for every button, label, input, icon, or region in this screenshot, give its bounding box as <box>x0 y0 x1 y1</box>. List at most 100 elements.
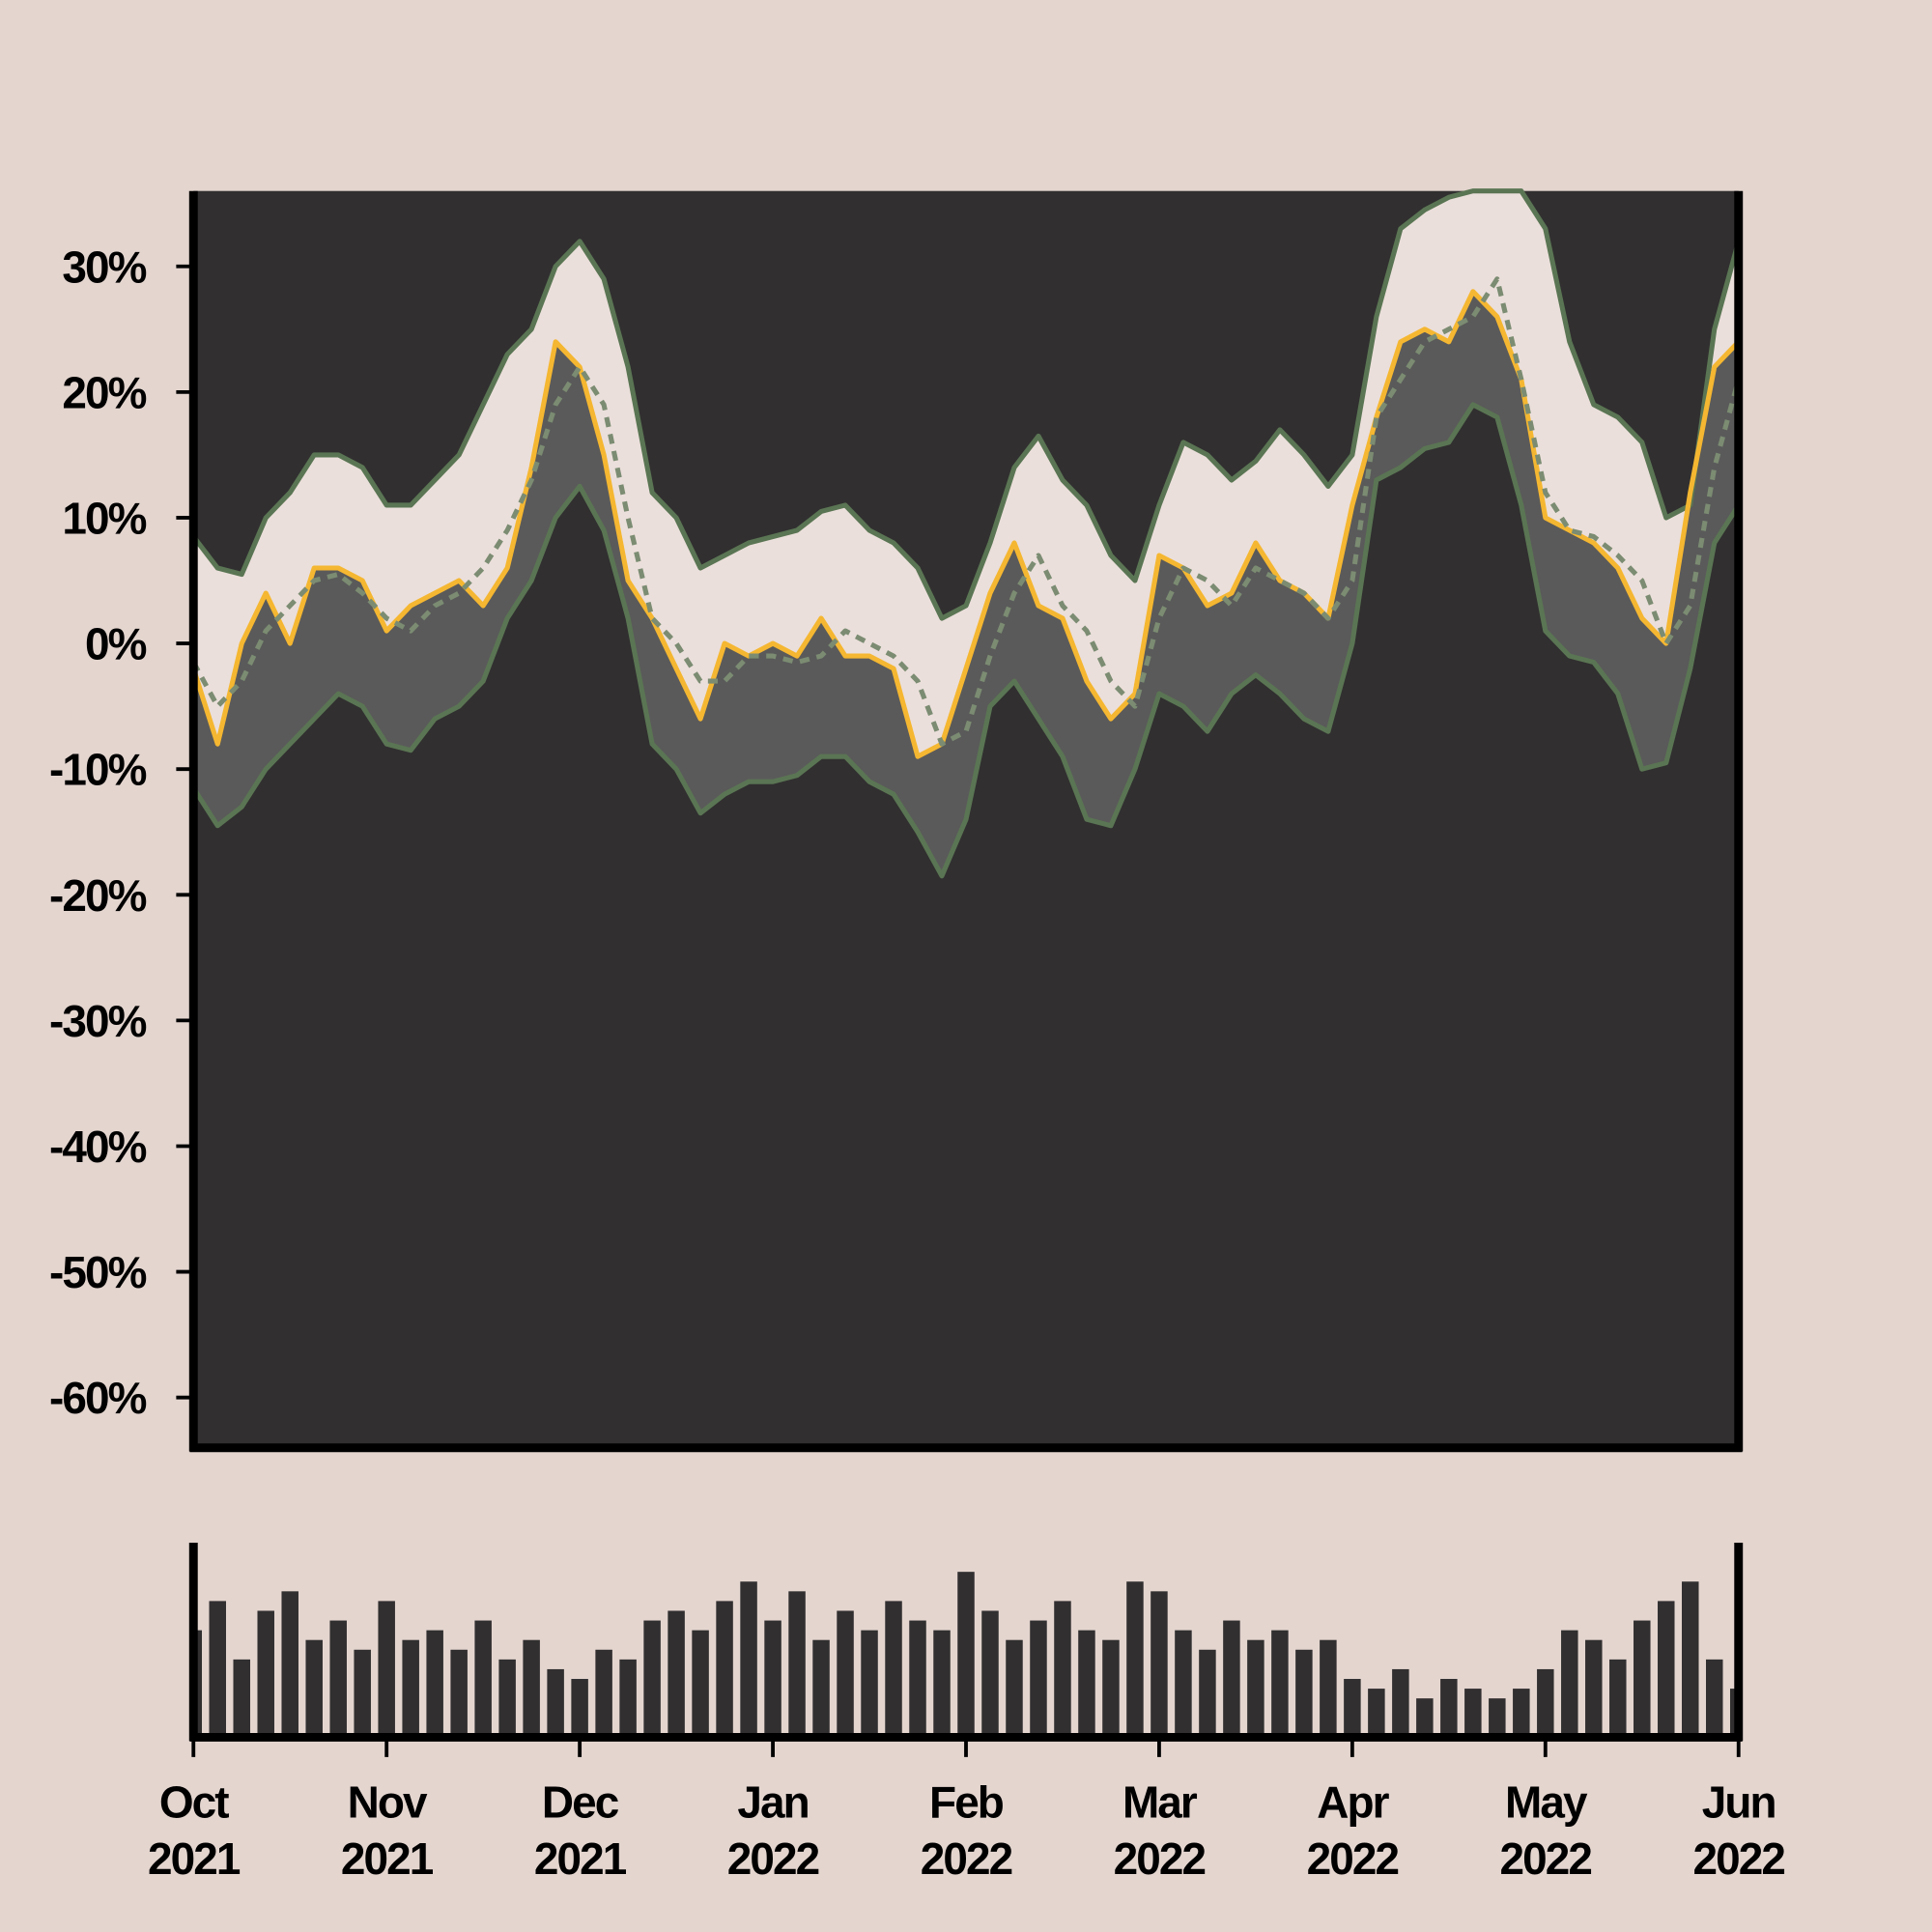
volume-bar <box>740 1581 757 1738</box>
y-tick-label: -60% <box>49 1373 147 1423</box>
volume-bar <box>812 1639 830 1738</box>
volume-bar <box>1102 1639 1120 1738</box>
volume-bar <box>1006 1639 1023 1738</box>
volume-bar <box>523 1639 540 1738</box>
x-tick-label-line: Feb <box>929 1776 1004 1827</box>
volume-bar <box>378 1601 395 1738</box>
x-tick-label: Jan 2022 <box>727 1776 819 1884</box>
x-tick-label-line: 2022 <box>1114 1833 1206 1884</box>
y-tick-label: -40% <box>49 1122 147 1172</box>
volume-bar <box>450 1649 468 1738</box>
x-tick-label-line: 2022 <box>921 1833 1012 1884</box>
volume-bar <box>329 1620 347 1738</box>
volume-bar <box>1078 1630 1095 1738</box>
x-tick-label-line: 2021 <box>534 1833 627 1884</box>
volume-bar <box>1295 1649 1313 1738</box>
volume-bar <box>933 1630 951 1738</box>
volume-bar <box>788 1591 806 1738</box>
volume-bar <box>305 1639 323 1738</box>
volume-bar <box>1561 1630 1578 1738</box>
volume-bar <box>1682 1581 1699 1738</box>
x-tick-label-line: May <box>1505 1776 1588 1827</box>
volume-bar <box>1344 1679 1361 1738</box>
volume-bar <box>1392 1668 1409 1738</box>
x-tick-label: Nov 2021 <box>341 1776 434 1884</box>
volume-bar <box>474 1620 492 1738</box>
x-tick-label: May 2022 <box>1500 1776 1592 1884</box>
x-tick-label-line: 2022 <box>1307 1833 1399 1884</box>
volume-bar <box>1464 1689 1482 1738</box>
volume-bar <box>281 1591 298 1738</box>
volume-bar <box>692 1630 709 1738</box>
volume-bar <box>1126 1581 1144 1738</box>
volume-bar <box>571 1679 588 1738</box>
area <box>193 404 1739 1448</box>
y-tick-label: 30% <box>62 242 146 292</box>
x-tick-label-line: Jan <box>737 1776 808 1827</box>
x-tick-label: Jun 2022 <box>1693 1776 1785 1884</box>
x-tick-label-line: Jun <box>1702 1776 1776 1827</box>
volume-bar <box>764 1620 781 1738</box>
volume-bar <box>1320 1639 1337 1738</box>
series-line <box>191 188 1742 621</box>
volume-bar <box>885 1601 902 1738</box>
x-tick-label-line: Apr <box>1317 1776 1389 1827</box>
x-tick-label-line: Dec <box>542 1776 619 1827</box>
x-tick-label-line: Nov <box>348 1776 428 1827</box>
volume-bar <box>1416 1698 1434 1738</box>
volume-bar <box>209 1601 226 1738</box>
x-tick-label-line: 2021 <box>341 1833 434 1884</box>
x-tick-label: Apr 2022 <box>1307 1776 1399 1884</box>
volume-bar <box>1247 1639 1264 1738</box>
x-tick-label-line: 2022 <box>1693 1833 1785 1884</box>
y-tick-label: -10% <box>49 745 147 795</box>
volume-bar <box>402 1639 419 1738</box>
x-tick-label: Oct 2021 <box>148 1776 241 1884</box>
volume-bar <box>957 1572 975 1738</box>
y-tick-label: -30% <box>49 996 147 1046</box>
x-tick-label-line: Oct <box>159 1776 229 1827</box>
volume-bar <box>909 1620 926 1738</box>
volume-bar <box>257 1610 274 1738</box>
x-tick-label: Dec 2021 <box>534 1776 627 1884</box>
volume-bar <box>1585 1639 1603 1738</box>
series-line <box>191 402 1741 879</box>
volume-bar <box>1199 1649 1216 1738</box>
x-tick-label: Feb 2022 <box>921 1776 1012 1884</box>
volume-bar <box>981 1610 999 1738</box>
volume-bar <box>233 1659 250 1738</box>
y-tick-label: -20% <box>49 870 147 921</box>
volume-bar <box>547 1668 564 1738</box>
volume-bar <box>1634 1620 1651 1738</box>
volume-bar <box>837 1610 854 1738</box>
volume-bar <box>426 1630 443 1738</box>
volume-bar <box>1706 1659 1723 1738</box>
volume-bar <box>716 1601 733 1738</box>
volume-bar <box>1537 1668 1554 1738</box>
volume-bar <box>354 1649 371 1738</box>
y-tick-label: 10% <box>62 494 146 544</box>
volume-bar <box>1609 1659 1627 1738</box>
x-tick-label: Mar 2022 <box>1114 1776 1206 1884</box>
series-line <box>191 276 1742 747</box>
x-tick-label-line: 2022 <box>1500 1833 1592 1884</box>
volume-bar <box>1030 1620 1047 1738</box>
volume-bar <box>595 1649 612 1738</box>
volume-bar <box>619 1659 637 1738</box>
volume-bar <box>498 1659 516 1738</box>
volume-bar <box>1175 1630 1192 1738</box>
x-tick-label-line: Mar <box>1122 1776 1198 1827</box>
volume-bar <box>1440 1679 1458 1738</box>
volume-bar <box>861 1630 878 1738</box>
volume-bar <box>1658 1601 1675 1738</box>
x-tick-label-line: 2021 <box>148 1833 241 1884</box>
y-tick-label: 0% <box>85 619 147 669</box>
volume-bar <box>1368 1689 1385 1738</box>
volume-bar <box>643 1620 661 1738</box>
x-tick-label-line: 2022 <box>727 1833 819 1884</box>
volume-bar <box>1223 1620 1240 1738</box>
volume-bar <box>1151 1591 1168 1738</box>
y-tick-label: 20% <box>62 367 146 417</box>
